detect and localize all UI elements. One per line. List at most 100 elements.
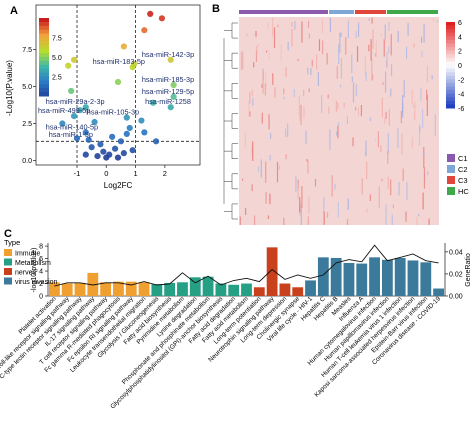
heatmap-cell: [244, 208, 247, 215]
heatmap-cell: [361, 178, 363, 195]
group-legend-swatch: [447, 154, 455, 162]
color-legend-segment: [446, 93, 455, 98]
heatmap-cell: [242, 178, 244, 181]
mirna-label: hsa-miR-29a-2-3p: [46, 97, 105, 106]
enrichment-bar: [317, 257, 329, 296]
colorbar-segment: [39, 41, 49, 46]
color-legend-segment: [446, 32, 455, 37]
mirna-label: hsa-miR-129-5p: [142, 87, 194, 96]
heatmap-cell: [336, 131, 338, 136]
heatmap-cell: [328, 106, 330, 114]
x-tick-label: 2: [163, 169, 167, 178]
type-legend-label: nerves: [15, 269, 37, 276]
data-point: [150, 99, 157, 106]
heatmap-cell: [321, 19, 324, 34]
heatmap-cell: [428, 218, 430, 225]
heatmap-cell: [423, 152, 425, 155]
data-point: [88, 144, 95, 151]
heatmap-cell: [268, 53, 270, 60]
color-legend-segment: [446, 29, 455, 34]
color-legend-tick: -2: [458, 77, 464, 84]
heatmap-cell: [283, 96, 285, 100]
enrichment-bar: [356, 263, 368, 296]
heatmap-cell: [308, 33, 311, 39]
colorbar-segment: [39, 76, 49, 81]
y2-tick-label: 0.00: [449, 294, 463, 301]
heatmap-cell: [277, 24, 279, 28]
enrichment-bar: [125, 281, 137, 296]
heatmap-cell: [244, 132, 247, 149]
data-point: [100, 148, 107, 155]
heatmap-cell: [345, 37, 347, 55]
heatmap-cell: [337, 125, 339, 139]
heatmap-cell: [423, 167, 426, 189]
data-point: [170, 81, 177, 89]
heatmap-cell: [303, 106, 305, 119]
color-legend-segment: [446, 50, 455, 55]
y-tick-label: 8: [39, 244, 43, 251]
volcano-plot-frame: [35, 4, 201, 166]
heatmap-cell: [360, 105, 363, 117]
heatmap-cell: [436, 19, 438, 23]
y-tick-label: 0: [39, 294, 43, 301]
heatmap-cell: [283, 88, 285, 95]
enrichment-y-axis-label: -log10(pvalue): [31, 248, 38, 293]
heatmap-cell: [261, 112, 263, 124]
heatmap-cell: [405, 46, 408, 59]
type-legend-label: Immune: [15, 250, 40, 257]
heatmap-cell: [351, 54, 353, 74]
heatmap-cell: [337, 102, 339, 110]
colorbar-tick-label: 5.0: [52, 55, 62, 62]
heatmap-cell: [422, 192, 424, 210]
data-point: [167, 104, 174, 111]
heatmap-cell: [251, 89, 253, 97]
heatmap-cell: [411, 89, 413, 105]
group-legend-label: C2: [458, 165, 468, 174]
heatmap-cell: [375, 53, 377, 57]
data-point: [82, 129, 89, 136]
heatmap-cell: [387, 176, 389, 189]
heatmap-cell: [418, 126, 421, 146]
heatmap-cell: [431, 75, 433, 80]
type-legend-swatch: [4, 277, 12, 285]
enrichment-bar: [381, 259, 393, 296]
enrichment-bar-chart: 0 2 4 6 8 0.00 0.02 0.04 Platelet activationTol…: [0, 238, 472, 410]
y2-tick-label: 0.04: [449, 249, 463, 256]
heatmap-cell: [300, 104, 302, 125]
heatmap-cell: [297, 182, 299, 200]
heatmap-cell: [269, 193, 271, 205]
heatmap-cell: [397, 30, 399, 43]
heatmap-cell: [364, 55, 366, 77]
group-bar-segment: [355, 10, 386, 14]
heatmap-cell: [251, 145, 253, 156]
type-legend-label: virus invasion: [15, 279, 58, 286]
group-legend-swatch: [447, 187, 455, 195]
heatmap-cell: [387, 150, 389, 164]
enrichment-bar: [266, 247, 278, 296]
heatmap-cell: [420, 36, 423, 43]
enrichment-bar: [407, 260, 419, 296]
enrichment-bar: [394, 257, 406, 296]
enrichment-bar: [305, 280, 316, 296]
heatmap-cell: [392, 204, 394, 209]
heatmap-cell: [242, 51, 244, 70]
heatmap-cell: [346, 116, 349, 125]
data-point: [82, 104, 89, 111]
heatmap-cell: [299, 105, 301, 121]
heatmap-cell: [265, 161, 267, 183]
data-point: [65, 62, 72, 69]
heatmap-cell: [267, 215, 270, 220]
color-legend-segment: [446, 100, 455, 105]
heatmap-cells: [239, 17, 438, 225]
heatmap-cell: [257, 166, 260, 172]
heatmap-cell: [401, 133, 403, 155]
heatmap-cell: [365, 71, 367, 81]
data-point: [126, 124, 133, 132]
heatmap-cell: [301, 29, 303, 36]
color-legend-tick: -4: [458, 92, 464, 99]
volcano-x-axis-label: Log2FC: [104, 181, 133, 190]
color-legend-segment: [446, 36, 455, 41]
heatmap-cell: [307, 216, 309, 225]
color-legend-segment: [446, 61, 455, 66]
heatmap-cell: [321, 40, 324, 55]
